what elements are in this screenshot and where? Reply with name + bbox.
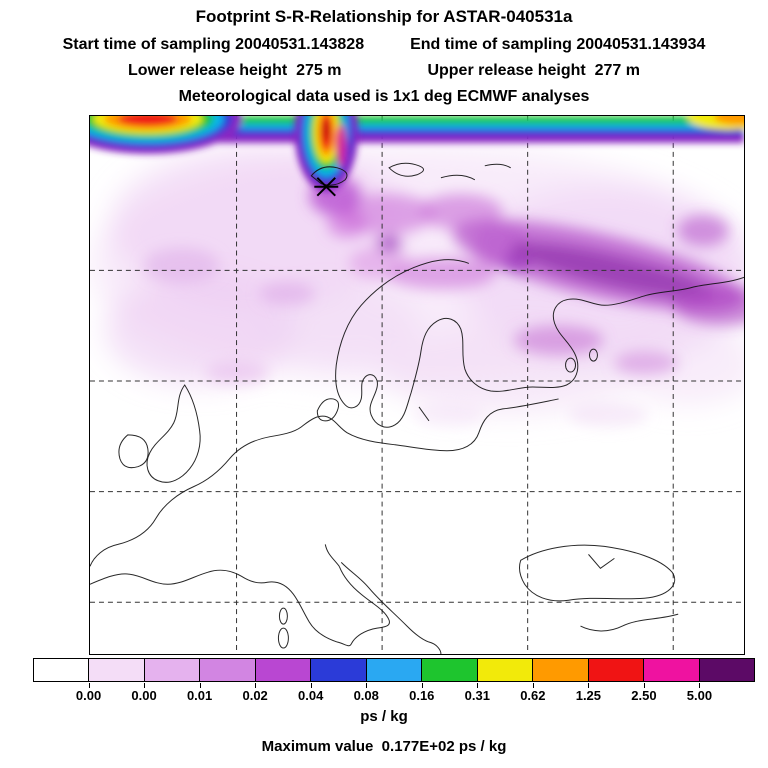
colorbar-tick	[88, 683, 90, 688]
colorbar-segment	[532, 659, 588, 681]
colorbar-tick	[199, 683, 201, 688]
colorbar-tick	[699, 683, 701, 688]
sampling-times-row: Start time of sampling 20040531.143828 E…	[0, 36, 768, 54]
colorbar-tick-label: 0.31	[464, 688, 490, 703]
colorbar-segment	[476, 659, 533, 681]
colorbar-segment	[199, 659, 255, 681]
colorbar-tick	[588, 683, 590, 688]
coastlines	[90, 162, 744, 654]
colorbar-tick	[310, 683, 312, 688]
end-time-label: End time of sampling 20040531.143934	[410, 36, 706, 53]
colorbar-segment	[421, 659, 477, 681]
colorbar-segment	[587, 659, 644, 681]
start-time-label: Start time of sampling 20040531.143828	[62, 36, 365, 53]
colorbar-tick-label: 0.02	[242, 688, 268, 703]
colorbar-tick-label: 0.04	[298, 688, 324, 703]
maximum-value-label: Maximum value 0.177E+02 ps / kg	[261, 738, 507, 755]
colorbar-units-label: ps / kg	[360, 708, 408, 725]
colorbar-labels: 0.00 0.00 0.01 0.02 0.04 0.08 0.16 0.31 0.62 1.25…	[33, 688, 755, 704]
colorbar-ticks	[33, 683, 755, 688]
page-title: Footprint S-R-Relationship for ASTAR-040…	[195, 7, 573, 26]
lower-height-label: Lower release height 275 m	[128, 62, 342, 79]
colorbar-tick-label: 0.16	[409, 688, 435, 703]
colorbar-tick-label: 2.50	[631, 688, 657, 703]
footprint-field-svg	[90, 116, 744, 654]
colorbar-tick	[421, 683, 423, 688]
meteorology-label: Meteorological data used is 1x1 deg ECMW…	[178, 88, 590, 105]
release-heights-row: Lower release height 275 m Upper release…	[0, 62, 768, 80]
colorbar-segment	[143, 659, 200, 681]
colorbar-tick	[532, 683, 534, 688]
colorbar-tick	[144, 683, 146, 688]
colorbar-segment	[34, 659, 89, 681]
source-marker-icon	[314, 177, 339, 197]
top-inflow-band	[90, 116, 744, 154]
colorbar-tick-label: 0.62	[520, 688, 546, 703]
colorbar-segment	[698, 659, 755, 681]
colorbar-tick-label: 0.01	[186, 688, 213, 703]
colorbar-tick	[255, 683, 257, 688]
colorbar-tick	[477, 683, 479, 688]
colorbar-segment	[88, 659, 144, 681]
colorbar-segment	[643, 659, 699, 681]
colorbar-tick-label: 1.25	[575, 688, 602, 703]
colorbar	[33, 658, 755, 682]
colorbar-tick-label: 0.08	[353, 688, 379, 703]
colorbar-tick	[643, 683, 645, 688]
colorbar-segment	[310, 659, 366, 681]
map-plot	[89, 115, 745, 655]
field-wash-layer	[90, 145, 744, 415]
emission-plume	[294, 116, 359, 192]
colorbar-tick-label: 0.00	[131, 688, 157, 703]
upper-height-label: Upper release height 277 m	[427, 62, 640, 79]
colorbar-segment	[365, 659, 422, 681]
colorbar-tick-label: 0.00	[75, 688, 102, 703]
colorbar-tick-label: 5.00	[686, 688, 713, 703]
colorbar-tick	[366, 683, 368, 688]
colorbar-segment	[254, 659, 311, 681]
